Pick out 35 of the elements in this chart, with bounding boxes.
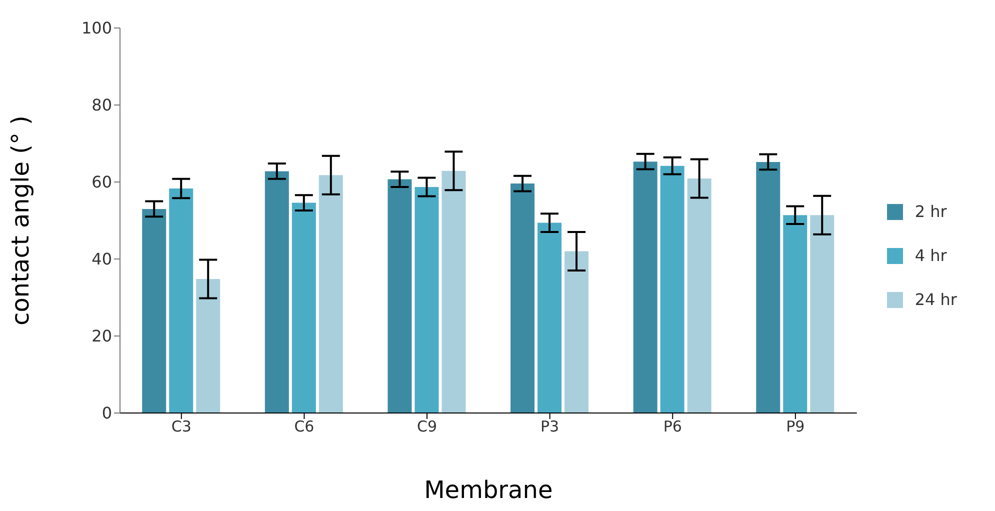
y-tick-label: 0 bbox=[102, 404, 112, 423]
bar bbox=[264, 171, 289, 413]
bar bbox=[442, 170, 466, 413]
y-tick-label: 80 bbox=[92, 96, 112, 115]
bar bbox=[756, 162, 780, 413]
x-tick-label: C3 bbox=[171, 418, 192, 436]
bar bbox=[810, 215, 834, 413]
x-tick-label: C9 bbox=[416, 418, 438, 436]
bar bbox=[564, 251, 589, 413]
y-tick-label: 20 bbox=[92, 326, 112, 346]
bar bbox=[196, 279, 220, 413]
x-tick-label: P9 bbox=[786, 418, 805, 436]
y-tick-label: 100 bbox=[81, 18, 112, 38]
legend-label: 2 hr bbox=[914, 202, 947, 220]
x-tick-label: P6 bbox=[663, 418, 682, 436]
bar bbox=[318, 175, 343, 413]
x-axis-title: Membrane bbox=[424, 476, 553, 504]
bar bbox=[142, 208, 166, 413]
bar bbox=[660, 166, 684, 413]
bar bbox=[538, 222, 562, 413]
bar bbox=[292, 202, 316, 413]
bar bbox=[414, 187, 439, 413]
legend-label: 24 hr bbox=[914, 290, 957, 308]
bar bbox=[687, 178, 712, 413]
legend-label: 4 hr bbox=[914, 246, 947, 264]
bar bbox=[783, 215, 808, 413]
bar bbox=[388, 179, 412, 413]
bar bbox=[169, 188, 194, 413]
bar bbox=[510, 184, 535, 413]
bar bbox=[633, 162, 658, 413]
y-tick-label: 40 bbox=[92, 250, 112, 269]
y-tick-label: 60 bbox=[92, 172, 112, 192]
x-tick-label: C6 bbox=[294, 418, 314, 436]
x-tick-label: P3 bbox=[540, 418, 560, 436]
y-axis-title: contact angle (° ) bbox=[6, 115, 35, 326]
